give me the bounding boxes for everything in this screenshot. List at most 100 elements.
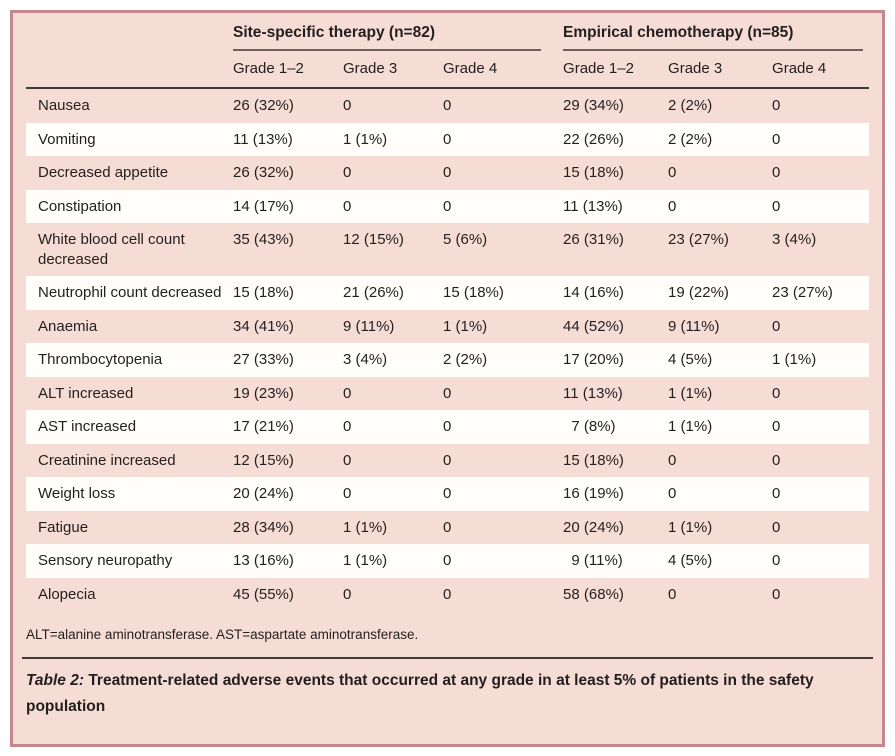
- value-cell: 17 (20%): [563, 351, 624, 368]
- row-label: Vomiting: [38, 130, 96, 148]
- grade-header: Grade 4: [443, 60, 498, 77]
- value-cell: 3 (4%): [772, 231, 817, 248]
- value-cell: 20 (24%): [563, 518, 624, 536]
- table-panel: Site-specific therapy (n=82) Empirical c…: [10, 10, 885, 747]
- value-cell: 0: [772, 585, 781, 603]
- value-cell: 20 (24%): [233, 485, 294, 502]
- value-cell: 0: [772, 130, 781, 148]
- value-cell: 14 (17%): [233, 197, 294, 215]
- value-cell: 0: [668, 164, 677, 181]
- group-header-row: Site-specific therapy (n=82) Empirical c…: [26, 13, 869, 51]
- row-label: Creatinine increased: [38, 451, 176, 469]
- value-cell: 1 (1%): [343, 552, 388, 569]
- row-label: AST increased: [38, 418, 137, 435]
- value-cell: 45 (55%): [233, 585, 294, 603]
- value-cell: 9 (11%): [563, 552, 623, 569]
- value-cell: 12 (15%): [343, 231, 404, 248]
- caption-divider: [22, 657, 873, 659]
- group-header-site-specific: Site-specific therapy (n=82): [233, 13, 563, 51]
- grade-header-row: Grade 1–2 Grade 3 Grade 4 Grade 1–2 Grad…: [26, 51, 870, 88]
- value-cell: 26 (31%): [563, 231, 624, 248]
- table-row: Vomiting 11 (13%) 1 (1%) 0 22 (26%) 2 (2%) 0: [26, 122, 870, 156]
- value-cell: 2 (2%): [443, 351, 488, 368]
- value-cell: 0: [443, 384, 452, 402]
- table-caption: Table 2: Treatment-related adverse event…: [26, 659, 858, 719]
- row-label: Thrombocytopenia: [38, 351, 163, 368]
- table-row: Creatinine increased 12 (15%) 0 0 15 (18%) 0 0: [26, 444, 869, 478]
- value-cell: 0: [443, 418, 452, 435]
- table-row: Decreased appetite 26 (32%) 0 0 15 (18%) 0 0: [26, 156, 869, 190]
- table-row: Alopecia 45 (55%) 0 0 58 (68%) 0 0: [26, 578, 869, 612]
- value-cell: 44 (52%): [563, 317, 624, 335]
- value-cell: 12 (15%): [233, 451, 294, 469]
- footnote: ALT=alanine aminotransferase. AST=aspart…: [26, 627, 419, 642]
- table-row: Fatigue 28 (34%) 1 (1%) 0 20 (24%) 1 (1%) 0: [26, 511, 869, 545]
- value-cell: 0: [443, 451, 452, 469]
- grade-header: Grade 1–2: [233, 60, 304, 77]
- table-body: Nausea 26 (32%) 0 0 29 (34%) 2 (2%) 0 Vomiting 1…: [26, 88, 870, 612]
- value-cell: 1 (1%): [668, 418, 713, 435]
- value-cell: 1 (1%): [668, 384, 713, 402]
- value-cell: 0: [772, 451, 781, 469]
- value-cell: 9 (11%): [668, 317, 720, 335]
- row-label: ALT increased: [38, 384, 134, 402]
- value-cell: 0: [772, 97, 781, 114]
- row-label: Anaemia: [38, 317, 98, 335]
- value-cell: 0: [772, 164, 781, 181]
- value-cell: 1 (1%): [772, 351, 817, 368]
- value-cell: 0: [772, 384, 781, 402]
- value-cell: 0: [668, 485, 677, 502]
- value-cell: 0: [443, 197, 452, 215]
- table-row: Nausea 26 (32%) 0 0 29 (34%) 2 (2%) 0: [26, 88, 869, 123]
- value-cell: 0: [772, 197, 781, 215]
- value-cell: 11 (13%): [563, 384, 623, 402]
- caption-label: Table 2:: [26, 672, 84, 689]
- value-cell: 0: [443, 130, 452, 148]
- value-cell: 9 (11%): [343, 317, 395, 335]
- value-cell: 28 (34%): [233, 518, 294, 536]
- adverse-events-table: Site-specific therapy (n=82) Empirical c…: [26, 13, 870, 612]
- value-cell: 0: [443, 518, 452, 536]
- value-cell: 0: [443, 97, 452, 114]
- value-cell: 34 (41%): [233, 317, 294, 335]
- table-row: Constipation 14 (17%) 0 0 11 (13%) 0 0: [26, 189, 870, 223]
- table-row: ALT increased 19 (23%) 0 0 11 (13%) 1 (1%) 0: [26, 377, 869, 411]
- table-row: Thrombocytopenia 27 (33%) 3 (4%) 2 (2%) 17 (…: [26, 343, 870, 377]
- value-cell: 0: [343, 585, 352, 603]
- value-cell: 16 (19%): [563, 485, 624, 502]
- value-cell: 0: [343, 97, 352, 114]
- value-cell: 1 (1%): [343, 130, 388, 148]
- value-cell: 0: [772, 552, 781, 569]
- value-cell: 13 (16%): [233, 552, 294, 569]
- row-label: Sensory neuropathy: [38, 552, 173, 569]
- value-cell: 0: [443, 485, 452, 502]
- value-cell: 19 (23%): [233, 384, 294, 402]
- value-cell: 1 (1%): [668, 518, 713, 536]
- value-cell: 0: [772, 418, 781, 435]
- value-cell: 0: [343, 197, 352, 215]
- value-cell: 2 (2%): [668, 97, 713, 114]
- value-cell: 0: [343, 418, 352, 435]
- row-label: Fatigue: [38, 518, 89, 536]
- value-cell: 58 (68%): [563, 585, 624, 603]
- row-label: Constipation: [38, 197, 122, 215]
- value-cell: 14 (16%): [563, 284, 624, 301]
- value-cell: 0: [772, 485, 781, 502]
- row-label: Nausea: [38, 97, 90, 114]
- value-cell: 0: [668, 451, 677, 469]
- value-cell: 4 (5%): [668, 552, 713, 569]
- value-cell: 0: [668, 197, 677, 215]
- value-cell: 7 (8%): [563, 418, 616, 435]
- value-cell: 15 (18%): [563, 164, 624, 181]
- table-row: Anaemia 34 (41%) 9 (11%) 1 (1%) 44 (52%) 9 (1…: [26, 310, 869, 344]
- value-cell: 0: [772, 518, 781, 536]
- value-cell: 19 (22%): [668, 284, 729, 301]
- row-label: Neutrophil count decreased: [38, 284, 222, 301]
- value-cell: 11 (13%): [563, 197, 623, 215]
- table-row: Neutrophil count decreased 15 (18%) 21 (26…: [26, 276, 870, 310]
- value-cell: 0: [668, 585, 677, 603]
- row-label: Decreased appetite: [38, 164, 169, 181]
- value-cell: 1 (1%): [343, 518, 388, 536]
- value-cell: 15 (18%): [443, 284, 504, 301]
- row-label: Alopecia: [38, 585, 96, 603]
